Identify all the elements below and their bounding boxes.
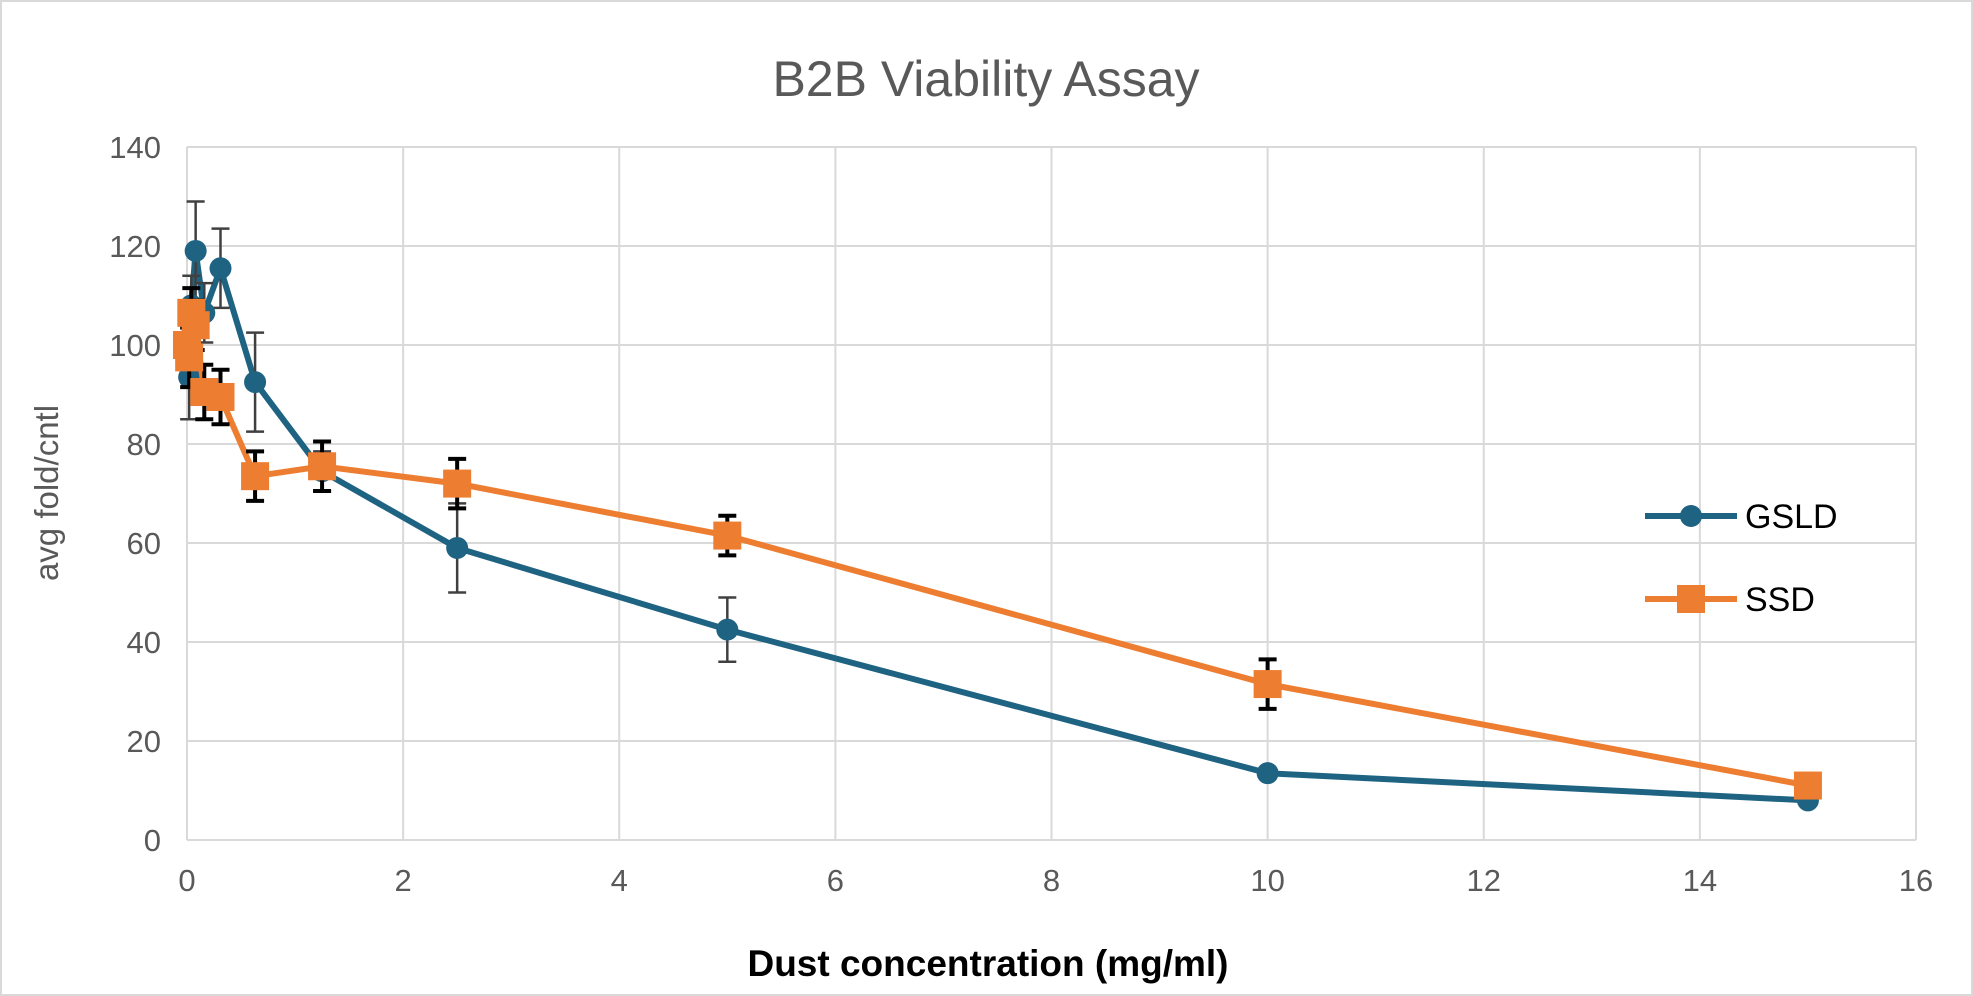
data-point-ssd [1253,670,1282,699]
series-ssd [173,286,1822,800]
x-tick-label: 2 [395,863,412,898]
x-tick-label: 14 [1683,863,1717,898]
x-tick-label: 16 [1899,863,1933,898]
data-point-ssd [206,382,235,411]
data-point-ssd [175,343,204,372]
y-tick-label: 140 [109,130,161,165]
data-point-ssd [181,311,210,340]
data-point-ssd [443,469,472,498]
y-axis-label: avg fold/cntl [28,405,65,581]
y-tick-label: 60 [127,526,161,561]
legend: GSLD SSD [1645,498,1838,619]
y-tick-label: 80 [127,427,161,462]
data-point-gsld [446,536,469,559]
data-point-gsld [244,371,267,394]
x-tick-label: 10 [1250,863,1284,898]
data-point-gsld [209,257,232,280]
data-point-ssd [241,462,270,491]
x-tick-label: 4 [611,863,628,898]
y-tick-label: 40 [127,625,161,660]
x-tick-label: 0 [178,863,195,898]
x-tick-label: 8 [1043,863,1060,898]
legend-marker [1677,585,1705,613]
gridlines [186,146,1917,841]
data-point-gsld [716,618,739,641]
chart-title: B2B Viability Assay [772,51,1199,107]
y-tick-label: 100 [109,328,161,363]
tick-labels: 0 20 40 60 80 100 120 140 0 2 4 6 8 10 12 14 16 [109,130,1933,898]
series-group [173,200,1822,812]
data-point-ssd [713,521,742,550]
legend-label: GSLD [1745,498,1838,536]
data-point-ssd [308,452,337,481]
data-point-gsld [1256,762,1279,785]
x-tick-label: 6 [827,863,844,898]
legend-label: SSD [1745,581,1815,619]
y-tick-label: 120 [109,229,161,264]
data-point-gsld [184,239,207,262]
legend-item-gsld: GSLD [1645,498,1838,536]
x-tick-label: 12 [1467,863,1501,898]
data-point-ssd [1793,771,1822,800]
legend-marker [1680,505,1702,527]
legend-item-ssd: SSD [1645,581,1815,619]
y-tick-label: 20 [127,724,161,759]
x-axis-label: Dust concentration (mg/ml) [747,943,1228,984]
y-tick-label: 0 [144,823,161,858]
